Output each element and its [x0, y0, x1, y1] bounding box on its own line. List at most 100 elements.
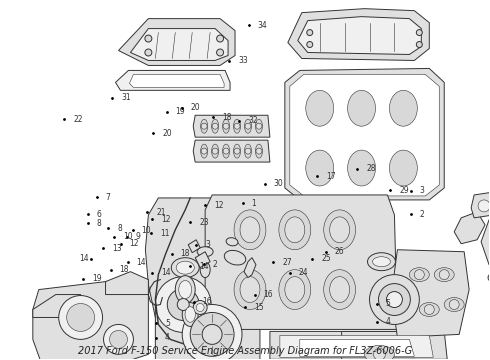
- Ellipse shape: [372, 257, 391, 267]
- Text: 27: 27: [282, 258, 292, 267]
- Polygon shape: [33, 282, 148, 360]
- Ellipse shape: [197, 247, 213, 257]
- Text: 6: 6: [97, 210, 101, 219]
- Polygon shape: [244, 258, 256, 278]
- Ellipse shape: [172, 258, 199, 278]
- Circle shape: [373, 348, 386, 360]
- Ellipse shape: [324, 210, 356, 250]
- Polygon shape: [270, 332, 444, 359]
- Polygon shape: [146, 198, 212, 332]
- Text: 2: 2: [212, 260, 217, 269]
- Circle shape: [201, 148, 207, 154]
- Ellipse shape: [240, 276, 260, 302]
- Circle shape: [196, 303, 204, 311]
- Ellipse shape: [234, 144, 241, 158]
- Circle shape: [201, 123, 207, 129]
- Circle shape: [223, 123, 229, 129]
- Circle shape: [424, 305, 434, 315]
- Circle shape: [256, 123, 262, 129]
- Text: 12: 12: [129, 239, 139, 248]
- Text: 18: 18: [120, 265, 129, 274]
- Ellipse shape: [279, 270, 311, 310]
- Text: 11: 11: [160, 229, 170, 238]
- Text: 9: 9: [136, 232, 141, 241]
- Circle shape: [212, 148, 218, 154]
- Circle shape: [217, 49, 223, 56]
- Circle shape: [167, 289, 199, 320]
- Text: 12: 12: [214, 201, 223, 210]
- Circle shape: [234, 123, 240, 129]
- Polygon shape: [188, 240, 200, 253]
- Polygon shape: [342, 332, 447, 359]
- Text: 17: 17: [326, 172, 336, 181]
- Ellipse shape: [240, 217, 260, 243]
- Text: 8: 8: [117, 224, 122, 233]
- Circle shape: [223, 148, 229, 154]
- Ellipse shape: [347, 150, 375, 186]
- Polygon shape: [377, 359, 417, 360]
- Ellipse shape: [330, 276, 349, 302]
- Text: 15: 15: [254, 303, 264, 312]
- Ellipse shape: [245, 119, 251, 133]
- Ellipse shape: [182, 302, 198, 327]
- Circle shape: [145, 49, 152, 56]
- Circle shape: [369, 275, 419, 324]
- Circle shape: [415, 270, 424, 280]
- Circle shape: [110, 330, 127, 348]
- Polygon shape: [155, 292, 260, 360]
- Ellipse shape: [390, 90, 417, 126]
- Text: 14: 14: [161, 268, 171, 277]
- Polygon shape: [119, 19, 235, 66]
- Circle shape: [449, 300, 459, 310]
- Ellipse shape: [234, 210, 266, 250]
- Text: 13: 13: [112, 244, 122, 253]
- Polygon shape: [290, 75, 439, 196]
- Ellipse shape: [365, 345, 394, 360]
- Text: 1: 1: [251, 199, 256, 208]
- Text: 31: 31: [121, 93, 131, 102]
- Circle shape: [307, 30, 313, 36]
- Ellipse shape: [285, 217, 305, 243]
- Circle shape: [439, 270, 449, 280]
- Circle shape: [307, 41, 313, 48]
- Text: 16: 16: [202, 297, 212, 306]
- Text: 5: 5: [386, 299, 391, 308]
- Text: 3: 3: [205, 240, 210, 249]
- Text: 8: 8: [97, 219, 101, 228]
- Ellipse shape: [285, 276, 305, 302]
- Ellipse shape: [175, 276, 195, 303]
- Ellipse shape: [488, 272, 490, 284]
- Circle shape: [416, 41, 422, 48]
- Text: 10: 10: [142, 226, 151, 235]
- Text: 20: 20: [190, 103, 200, 112]
- Ellipse shape: [201, 144, 208, 158]
- Circle shape: [67, 303, 95, 332]
- Text: 4: 4: [386, 317, 391, 326]
- Circle shape: [190, 312, 234, 356]
- Circle shape: [155, 276, 211, 332]
- Text: 30: 30: [273, 179, 283, 188]
- Ellipse shape: [255, 119, 263, 133]
- Circle shape: [234, 148, 240, 154]
- Circle shape: [59, 296, 102, 339]
- Ellipse shape: [226, 238, 238, 246]
- Text: 2: 2: [420, 210, 424, 219]
- Ellipse shape: [324, 270, 356, 310]
- Polygon shape: [454, 212, 485, 244]
- Circle shape: [256, 148, 262, 154]
- Polygon shape: [129, 75, 224, 87]
- Text: 28: 28: [366, 164, 375, 173]
- Ellipse shape: [434, 268, 454, 282]
- Text: 26: 26: [334, 247, 344, 256]
- Text: 16: 16: [264, 290, 273, 299]
- Ellipse shape: [245, 144, 251, 158]
- Polygon shape: [105, 272, 148, 294]
- Ellipse shape: [212, 119, 219, 133]
- Text: 22: 22: [73, 114, 83, 123]
- Text: 14: 14: [137, 258, 146, 267]
- Text: 12: 12: [161, 215, 171, 224]
- Polygon shape: [116, 71, 230, 90]
- Ellipse shape: [306, 90, 334, 126]
- Polygon shape: [195, 252, 210, 268]
- Text: 34: 34: [258, 21, 268, 30]
